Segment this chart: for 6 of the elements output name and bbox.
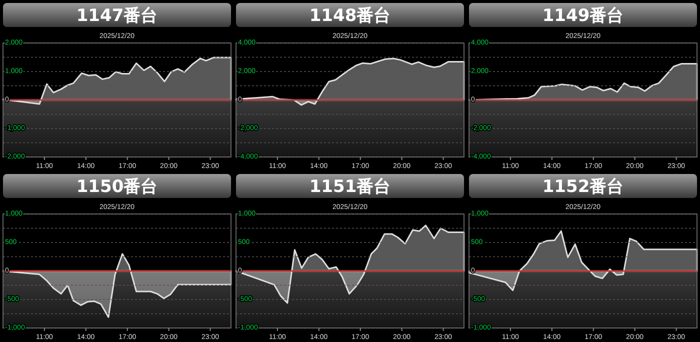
chart-title: 1149番台 — [542, 6, 624, 26]
chart-title: 1148番台 — [309, 6, 391, 26]
chart-title: 1150番台 — [76, 177, 158, 197]
chart-title: 1151番台 — [309, 177, 391, 197]
chart-title: 1147番台 — [76, 6, 158, 26]
chart-title: 1152番台 — [542, 177, 624, 197]
